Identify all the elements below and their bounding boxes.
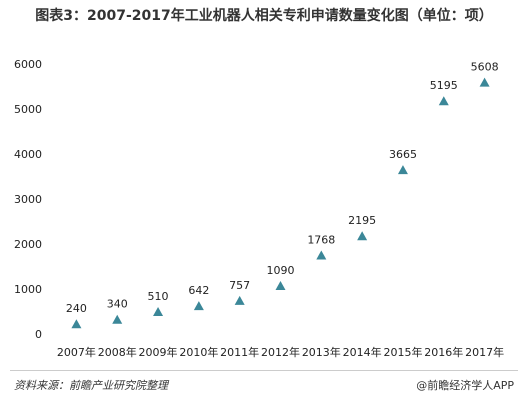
data-label: 1090 <box>267 264 295 277</box>
data-label: 240 <box>66 302 87 315</box>
divider <box>10 370 518 371</box>
data-label: 2195 <box>348 214 376 227</box>
x-tick-label: 2015年 <box>383 345 422 359</box>
x-tick-label: 2007年 <box>57 345 96 359</box>
marker <box>479 77 490 87</box>
marker <box>71 319 82 329</box>
marker <box>438 96 449 106</box>
credit: @前瞻经济学人APP <box>416 379 514 392</box>
data-label: 642 <box>188 284 209 297</box>
data-label: 757 <box>229 279 250 292</box>
marker <box>397 165 408 175</box>
x-tick-label: 2009年 <box>139 345 178 359</box>
x-tick-label: 2011年 <box>220 345 259 359</box>
marker <box>112 314 123 324</box>
y-tick-label: 4000 <box>14 148 42 161</box>
x-tick-label: 2016年 <box>424 345 463 359</box>
x-tick-label: 2012年 <box>261 345 300 359</box>
y-tick-label: 2000 <box>14 238 42 251</box>
x-tick-label: 2013年 <box>302 345 341 359</box>
marker <box>234 295 245 305</box>
source-note: 资料来源：前瞻产业研究院整理 <box>14 379 168 392</box>
data-label: 5608 <box>471 61 499 74</box>
data-label: 340 <box>107 298 128 311</box>
y-tick-label: 3000 <box>14 193 42 206</box>
x-tick-label: 2017年 <box>465 345 504 359</box>
x-tick-label: 2008年 <box>98 345 137 359</box>
marker <box>357 231 368 241</box>
x-tick-label: 2014年 <box>343 345 382 359</box>
x-tick-label: 2010年 <box>179 345 218 359</box>
data-label: 5195 <box>430 79 458 92</box>
data-label: 3665 <box>389 148 417 161</box>
y-tick-label: 6000 <box>14 58 42 71</box>
marker <box>316 250 327 260</box>
chart-title: 图表3：2007-2017年工业机器人相关专利申请数量变化图（单位：项） <box>35 8 493 24</box>
y-tick-label: 1000 <box>14 283 42 296</box>
marker <box>153 307 164 317</box>
data-label: 1768 <box>307 233 335 246</box>
data-label: 510 <box>148 290 169 303</box>
marker <box>275 280 286 290</box>
y-tick-label: 0 <box>35 328 42 341</box>
y-tick-label: 5000 <box>14 103 42 116</box>
marker <box>193 301 204 311</box>
